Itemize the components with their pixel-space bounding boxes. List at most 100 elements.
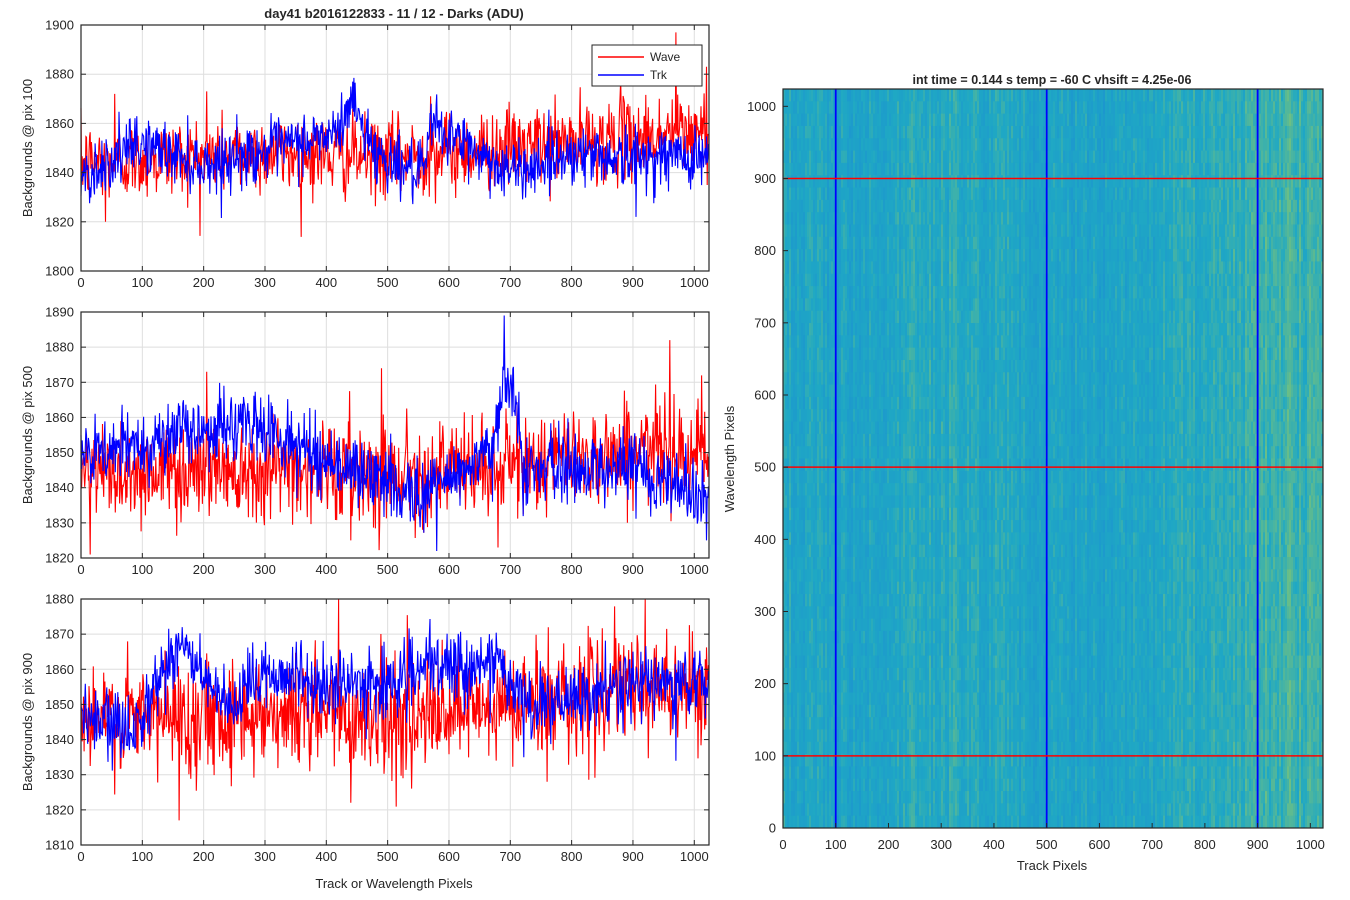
heatmap-cell bbox=[859, 643, 862, 656]
heatmap-cell bbox=[863, 458, 866, 472]
heatmap-cell bbox=[791, 396, 794, 410]
heatmap-cell bbox=[845, 101, 848, 115]
heatmap-cell bbox=[837, 618, 840, 632]
heatmap-cell bbox=[857, 581, 860, 595]
heatmap-cell bbox=[813, 458, 816, 472]
heatmap-cell bbox=[851, 310, 854, 324]
x-tick-label: 700 bbox=[499, 849, 521, 864]
heatmap-cell bbox=[851, 569, 854, 583]
heatmap-cell bbox=[837, 791, 840, 804]
heatmap-cell bbox=[851, 581, 854, 595]
heatmap-cell bbox=[839, 520, 842, 533]
heatmap-cell bbox=[813, 298, 816, 312]
heatmap-cell bbox=[863, 249, 866, 262]
heatmap-cell bbox=[833, 359, 836, 373]
heatmap-cell bbox=[811, 446, 814, 459]
heatmap-cell bbox=[805, 138, 808, 151]
heatmap-cell bbox=[819, 692, 822, 706]
y-tick-label: 1830 bbox=[45, 515, 74, 530]
heatmap-cell bbox=[861, 286, 864, 299]
heatmap-cell bbox=[861, 101, 864, 115]
heatmap-cell bbox=[865, 384, 868, 398]
heatmap-cell bbox=[787, 162, 790, 176]
heatmap-cell bbox=[807, 286, 810, 299]
heatmap-cell bbox=[801, 778, 804, 792]
heatmap-cell bbox=[859, 593, 862, 607]
heatmap-cell bbox=[861, 89, 864, 102]
heatmap-cell bbox=[815, 741, 818, 755]
heatmap-cell bbox=[853, 113, 856, 127]
heatmap-cell bbox=[865, 162, 868, 176]
heatmap-cell bbox=[813, 224, 816, 238]
heatmap-cell bbox=[861, 544, 864, 558]
heatmap-cell bbox=[825, 520, 828, 533]
heatmap-cell bbox=[827, 421, 830, 435]
heatmap-cell bbox=[823, 162, 826, 176]
heatmap-cell bbox=[799, 199, 802, 213]
heatmap-cell bbox=[829, 618, 832, 632]
heatmap-cell bbox=[811, 532, 814, 546]
heatmap-cell bbox=[799, 655, 802, 669]
heatmap-cell bbox=[805, 89, 808, 102]
heatmap-cell bbox=[837, 569, 840, 583]
heatmap-cell bbox=[801, 766, 804, 780]
heatmap-cell bbox=[805, 532, 808, 546]
heatmap-cell bbox=[817, 569, 820, 583]
heatmap-cell bbox=[839, 778, 842, 792]
heatmap-cell bbox=[837, 125, 840, 139]
heatmap-cell bbox=[827, 606, 830, 620]
heatmap-cell bbox=[861, 175, 864, 188]
heatmap-cell bbox=[863, 310, 866, 324]
heatmap-cell bbox=[853, 704, 856, 718]
heatmap-cell bbox=[863, 396, 866, 410]
heatmap-cell bbox=[841, 310, 844, 324]
heatmap-cell bbox=[863, 741, 866, 755]
heatmap-cell bbox=[783, 359, 786, 373]
heatmap-cell bbox=[805, 692, 808, 706]
heatmap-cell bbox=[795, 113, 798, 127]
heatmap-cell bbox=[789, 741, 792, 755]
heatmap-cell bbox=[821, 803, 824, 817]
heatmap-cell bbox=[829, 766, 832, 780]
heatmap-cell bbox=[795, 396, 798, 410]
heatmap-cell bbox=[841, 150, 844, 164]
heatmap-cell bbox=[857, 754, 860, 767]
heatmap-cell bbox=[791, 803, 794, 817]
heatmap-cell bbox=[805, 421, 808, 435]
heatmap-cell bbox=[809, 396, 812, 410]
heatmap-cell bbox=[851, 113, 854, 127]
heatmap-cell bbox=[845, 138, 848, 151]
heatmap-cell bbox=[807, 372, 810, 385]
heatmap-cell bbox=[797, 618, 800, 632]
heatmap-cell bbox=[839, 606, 842, 620]
heatmap-cell bbox=[823, 717, 826, 730]
heatmap-cell bbox=[851, 212, 854, 225]
heatmap-cell bbox=[833, 569, 836, 583]
heatmap-cell bbox=[861, 421, 864, 435]
heatmap-cell bbox=[795, 717, 798, 730]
heatmap-cell bbox=[791, 89, 794, 102]
heatmap-cell bbox=[805, 384, 808, 398]
heatmap-cell bbox=[801, 741, 804, 755]
heatmap-cell bbox=[813, 89, 816, 102]
heatmap-cell bbox=[789, 532, 792, 546]
heatmap-cell bbox=[783, 741, 786, 755]
heatmap-cell bbox=[825, 138, 828, 151]
heatmap-cell bbox=[785, 520, 788, 533]
heatmap-cell bbox=[845, 323, 848, 336]
heatmap-cell bbox=[815, 470, 818, 484]
heatmap-cell bbox=[853, 741, 856, 755]
heatmap-cell bbox=[855, 286, 858, 299]
heatmap-cell bbox=[805, 187, 808, 201]
heatmap-cell bbox=[803, 421, 806, 435]
heatmap-cell bbox=[849, 199, 852, 213]
heatmap-cell bbox=[805, 249, 808, 262]
heatmap-cell bbox=[855, 150, 858, 164]
heatmap-cell bbox=[839, 384, 842, 398]
heatmap-cell bbox=[865, 372, 868, 385]
heatmap-cell bbox=[861, 199, 864, 213]
heatmap-cell bbox=[839, 199, 842, 213]
heatmap-cell bbox=[823, 236, 826, 250]
heatmap-cell bbox=[789, 89, 792, 102]
heatmap-cell bbox=[813, 766, 816, 780]
